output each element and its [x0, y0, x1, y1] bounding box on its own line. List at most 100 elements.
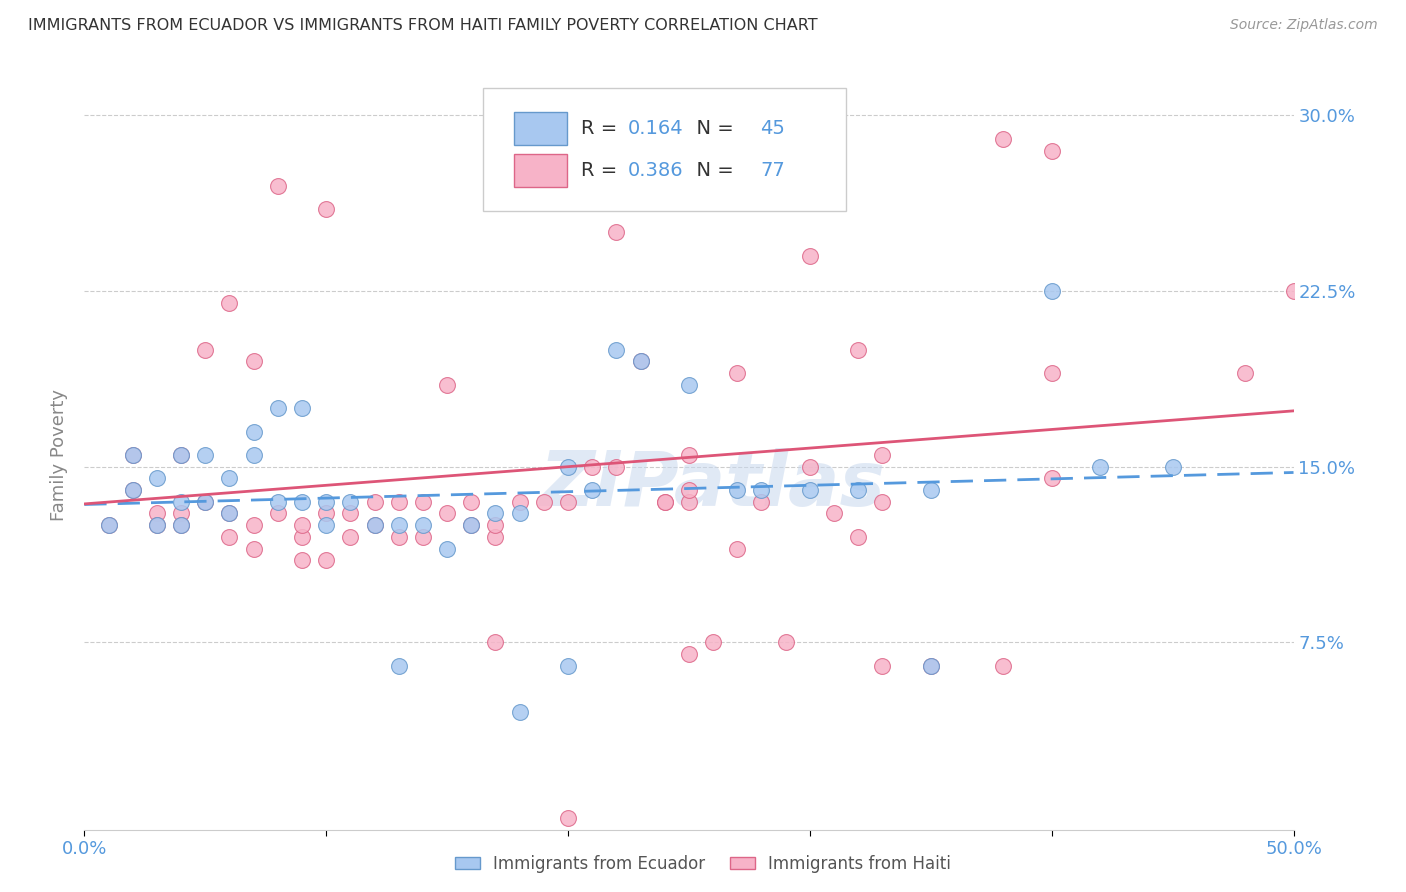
Point	[363, 518, 385, 533]
Point	[484, 530, 506, 544]
Point	[267, 401, 290, 416]
Point	[339, 530, 361, 544]
Point	[412, 530, 434, 544]
Point	[218, 471, 240, 485]
Point	[460, 518, 482, 533]
Point	[194, 343, 217, 357]
Point	[412, 494, 434, 508]
Point	[678, 483, 700, 497]
Point	[678, 494, 700, 508]
Point	[630, 354, 652, 368]
Point	[846, 483, 869, 497]
FancyBboxPatch shape	[513, 153, 567, 186]
Point	[678, 647, 700, 661]
Point	[121, 483, 143, 497]
Point	[412, 518, 434, 533]
Point	[97, 518, 120, 533]
Point	[315, 202, 337, 216]
Point	[218, 295, 240, 310]
Point	[242, 448, 264, 462]
Text: ZIPatlas: ZIPatlas	[540, 448, 886, 522]
Point	[170, 448, 193, 462]
Point	[242, 425, 264, 439]
Point	[267, 507, 290, 521]
Point	[605, 343, 627, 357]
Point	[170, 448, 193, 462]
Point	[509, 494, 531, 508]
Point	[581, 483, 603, 497]
Point	[484, 507, 506, 521]
Point	[146, 518, 169, 533]
Point	[654, 494, 676, 508]
Point	[267, 494, 290, 508]
Point	[846, 530, 869, 544]
Point	[725, 483, 748, 497]
Point	[388, 658, 411, 673]
Point	[678, 377, 700, 392]
Point	[823, 507, 845, 521]
Point	[121, 483, 143, 497]
Point	[1040, 284, 1063, 298]
Text: 0.164: 0.164	[627, 120, 683, 138]
Point	[146, 518, 169, 533]
Point	[751, 494, 773, 508]
Point	[1040, 471, 1063, 485]
Point	[291, 494, 314, 508]
Point	[725, 178, 748, 193]
Point	[920, 483, 942, 497]
Point	[872, 494, 894, 508]
Point	[509, 190, 531, 204]
Point	[242, 541, 264, 556]
Point	[484, 518, 506, 533]
Point	[146, 507, 169, 521]
Point	[654, 494, 676, 508]
Point	[920, 658, 942, 673]
Point	[291, 553, 314, 567]
Point	[339, 507, 361, 521]
Point	[194, 494, 217, 508]
Point	[846, 343, 869, 357]
Text: 45: 45	[761, 120, 785, 138]
Text: 77: 77	[761, 161, 785, 179]
Point	[315, 553, 337, 567]
Point	[315, 507, 337, 521]
Point	[315, 518, 337, 533]
Point	[630, 354, 652, 368]
Point	[146, 471, 169, 485]
Point	[218, 507, 240, 521]
Point	[1282, 284, 1305, 298]
Point	[388, 518, 411, 533]
Point	[799, 483, 821, 497]
Point	[218, 507, 240, 521]
Point	[799, 249, 821, 263]
Point	[678, 448, 700, 462]
Point	[436, 507, 458, 521]
Point	[170, 518, 193, 533]
Point	[557, 658, 579, 673]
Point	[581, 459, 603, 474]
Point	[1234, 366, 1257, 380]
Point	[751, 483, 773, 497]
Point	[702, 635, 724, 649]
Point	[872, 448, 894, 462]
Point	[339, 494, 361, 508]
Point	[993, 658, 1015, 673]
Point	[1040, 144, 1063, 158]
Point	[460, 494, 482, 508]
Legend: Immigrants from Ecuador, Immigrants from Haiti: Immigrants from Ecuador, Immigrants from…	[449, 848, 957, 880]
Point	[363, 494, 385, 508]
Point	[388, 530, 411, 544]
Point	[242, 354, 264, 368]
Y-axis label: Family Poverty: Family Poverty	[51, 389, 69, 521]
Point	[1161, 459, 1184, 474]
Point	[484, 635, 506, 649]
Point	[291, 401, 314, 416]
FancyBboxPatch shape	[484, 87, 846, 211]
Text: 0.386: 0.386	[627, 161, 683, 179]
Point	[533, 494, 555, 508]
FancyBboxPatch shape	[513, 112, 567, 145]
Point	[993, 132, 1015, 146]
Point	[678, 120, 700, 135]
Point	[170, 494, 193, 508]
Point	[557, 494, 579, 508]
